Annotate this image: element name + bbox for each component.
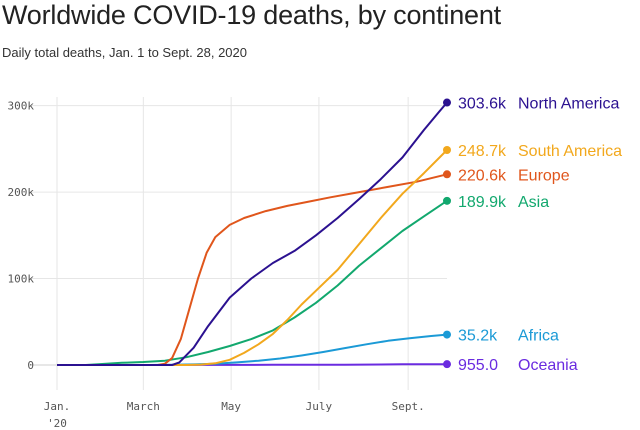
series-line-north-america [57,101,448,366]
end-value-south-america: 248.7k [458,143,507,160]
chart-title: Worldwide COVID-19 deaths, by continent [2,0,501,30]
x-tick-label: July [306,400,333,413]
x-tick-label: Jan. [44,400,71,413]
series-name-north-america: North America [518,96,619,113]
end-value-oceania: 955.0 [458,357,498,374]
end-value-north-america: 303.6k [458,96,507,113]
series-name-south-america: South America [518,143,622,160]
axis-labels: 0 100k 200k 300k Jan. '20 March May July Sept. [8,100,425,430]
series-name-africa: Africa [518,328,559,345]
series-line-europe [57,173,448,366]
series-line-south-america [57,149,448,366]
series-name-asia: Asia [518,194,549,211]
y-tick-label: 200k [8,186,35,199]
end-marker-europe [443,170,451,179]
y-tick-label: 0 [27,359,34,372]
grid-layer [30,97,447,390]
series-end-labels: 303.6k North America 248.7k South America 22… [443,96,622,374]
x-tick-sublabel: '20 [47,417,67,430]
y-tick-label: 100k [8,273,35,286]
series-lines [57,101,448,366]
x-tick-label: March [127,400,160,413]
series-line-asia [57,199,448,366]
x-tick-label: Sept. [392,400,425,413]
end-value-asia: 189.9k [458,194,507,211]
y-tick-label: 300k [8,100,35,113]
series-name-europe: Europe [518,167,570,184]
x-tick-label: May [221,400,241,413]
series-name-oceania: Oceania [518,357,578,374]
end-marker-south-america [443,145,451,154]
end-value-europe: 220.6k [458,167,507,184]
end-marker-asia [443,196,451,205]
end-value-africa: 35.2k [458,328,498,345]
end-marker-africa [443,330,451,339]
end-marker-north-america [443,98,451,107]
end-marker-oceania [443,360,451,369]
chart-subtitle: Daily total deaths, Jan. 1 to Sept. 28, … [2,45,247,60]
